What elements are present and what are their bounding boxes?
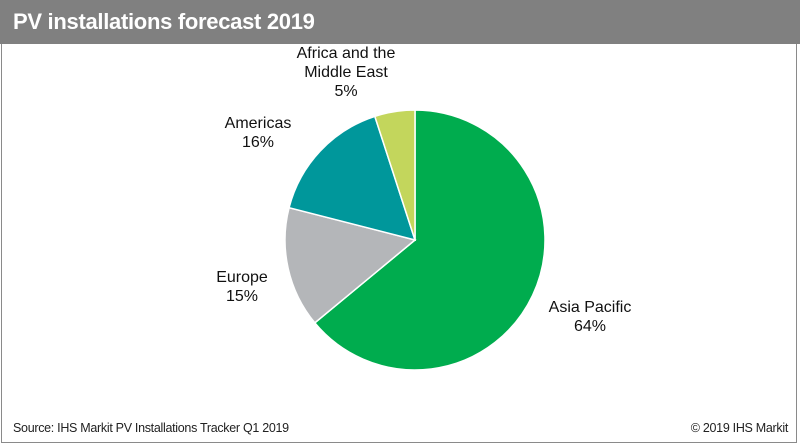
chart-title: PV installations forecast 2019 — [13, 9, 315, 34]
pie-slice-europe — [284, 206, 417, 324]
slice-label: Asia Pacific 64% — [549, 299, 632, 335]
slice-label: Africa and the Middle East 5% — [297, 45, 396, 100]
header-bar: PV installations forecast 2019 — [0, 0, 800, 44]
copyright: © 2019 IHS Markit — [690, 421, 789, 435]
source-note: Source: IHS Markit PV Installations Trac… — [13, 421, 289, 435]
pie-slice-asia-pacific — [313, 109, 546, 371]
pie-slice-africa-and-the-middle-east — [373, 109, 416, 241]
slice-label: Europe 15% — [216, 269, 268, 305]
pie-slice-americas — [288, 115, 417, 242]
slice-label: Americas 16% — [225, 115, 292, 151]
